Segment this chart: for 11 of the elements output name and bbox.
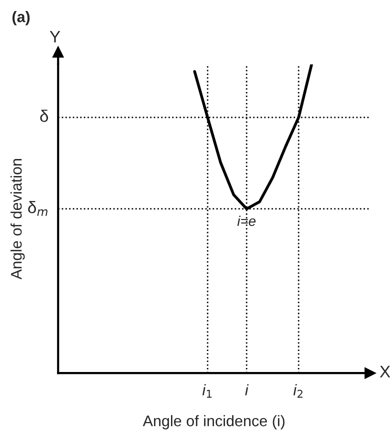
chart-title: (a) (12, 11, 30, 26)
x-tick-label: i$_{1}$ (202, 384, 212, 398)
x-tick-label: i (245, 384, 249, 396)
text: Y (50, 30, 60, 42)
ref-line-label: δ$_{m}$ (28, 201, 48, 216)
y-axis-title: Angle of deviation (10, 158, 25, 280)
x-tick-label: i$_{2}$ (293, 384, 302, 398)
ref-line-label: δ (40, 110, 48, 122)
x-axis-title: Angle of incidence (i) (142, 415, 284, 430)
annotation: i=e (237, 216, 256, 226)
text: X (380, 366, 390, 378)
